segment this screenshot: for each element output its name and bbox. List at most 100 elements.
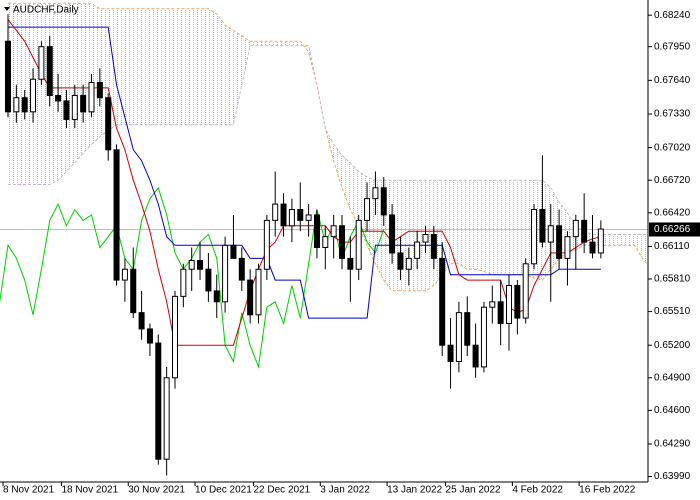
candle-body [188,260,195,270]
candle-body [197,260,204,270]
cloud-segment [283,41,292,46]
candle-body [63,100,70,120]
candle-body [472,344,479,368]
candle-body [330,225,337,238]
candle-body [121,268,128,281]
candle-body [71,95,78,120]
senkou-span-a [8,2,648,292]
candle-body [539,209,546,243]
cloud-segment [342,155,351,210]
cloud-segment [200,8,209,125]
cloud-segment [191,8,201,125]
candle-body [313,214,320,249]
cloud-segment [208,8,217,125]
cloud-segment [175,8,184,125]
x-tick-label: 16 Feb 2022 [579,485,636,496]
candle-body [105,97,112,151]
senkou-span-b [8,45,648,235]
candle-body [489,301,496,308]
candle-body [238,257,245,281]
x-tick-label: 22 Dec 2021 [254,485,311,496]
plot-area [0,2,648,476]
chikou-span [0,186,385,369]
y-tick-label: 0.64900 [654,372,691,383]
candle-body [272,203,279,221]
cloud-segment [149,8,159,125]
cloud-segment [116,8,125,125]
cloud-segment [517,180,526,275]
candle-body [88,82,95,113]
cloud-segment [308,45,317,85]
candle-body [163,377,170,460]
candle-body [146,328,153,344]
cloud-segment [225,24,234,125]
cloud-segment [617,234,626,246]
candle-body [180,268,187,297]
cloud-segment [408,180,418,291]
candle-body [288,209,295,227]
y-tick-label: 0.63990 [654,471,691,482]
cloud-segment [291,41,301,46]
menu-triangle[interactable] [4,7,10,11]
cloud-segment [166,8,175,125]
x-tick-label: 13 Jan 2022 [387,485,442,496]
cloud-segment [333,144,342,188]
candle-body [581,219,588,243]
candle-body [5,40,11,113]
cloud-segment [642,234,648,266]
y-tick-label: 0.65810 [654,274,691,285]
candle-body [455,312,462,363]
y-tick-label: 0.67640 [654,75,691,86]
cloud-segment [483,180,493,275]
candle-body [514,285,521,319]
candle-body [13,97,20,113]
y-tick-label: 0.66110 [654,241,690,252]
cloud-segment [91,3,100,145]
candle-body [21,97,28,113]
chart-title: AUDCHF,Daily [13,5,79,16]
candle-body [547,225,554,243]
candle-body [364,198,371,221]
x-tick-label: 30 Nov 2021 [128,485,185,496]
candle-body [222,244,229,303]
cloud-segment [634,234,643,259]
candle-body [414,241,421,259]
candle-body [297,209,304,221]
candle-body [480,306,487,368]
candle-body [422,233,429,243]
x-tick-label: 3 Jan 2022 [320,485,370,496]
y-tick-label: 0.64290 [654,439,691,450]
candle-body [322,236,329,249]
y-tick-label: 0.66720 [654,175,691,186]
y-tick-label: 0.68240 [654,10,691,21]
x-tick-label: 8 Nov 2021 [3,485,55,496]
candle-body [305,214,312,221]
candle-body [531,209,538,265]
candle-body [430,233,437,259]
cloud-segment [233,30,242,125]
cloud-segment [266,41,276,46]
candle-body [572,219,579,238]
cloud-segment [492,180,501,275]
y-tick-label: 0.66420 [654,207,691,218]
candle-body [130,268,137,314]
cloud-segment [158,8,167,125]
cloud-segment [250,41,259,46]
y-tick-label: 0.67330 [654,109,691,120]
cloud-segment [542,180,551,281]
candle-body [355,219,362,270]
candle-body [230,244,237,259]
cloud-segment [133,8,142,125]
candle-body [172,295,178,379]
cloud-segment [458,180,468,270]
x-tick-label: 4 Feb 2022 [512,485,563,496]
candle-body [397,252,404,270]
candle-body [80,95,87,113]
cloud-segment [24,3,34,185]
y-tick-label: 0.65200 [654,340,691,351]
y-tick-label: 0.65510 [654,306,691,317]
candle-body [564,236,571,259]
candle-body [38,46,45,80]
cloud-segment [124,8,134,125]
candle-body [389,214,396,254]
